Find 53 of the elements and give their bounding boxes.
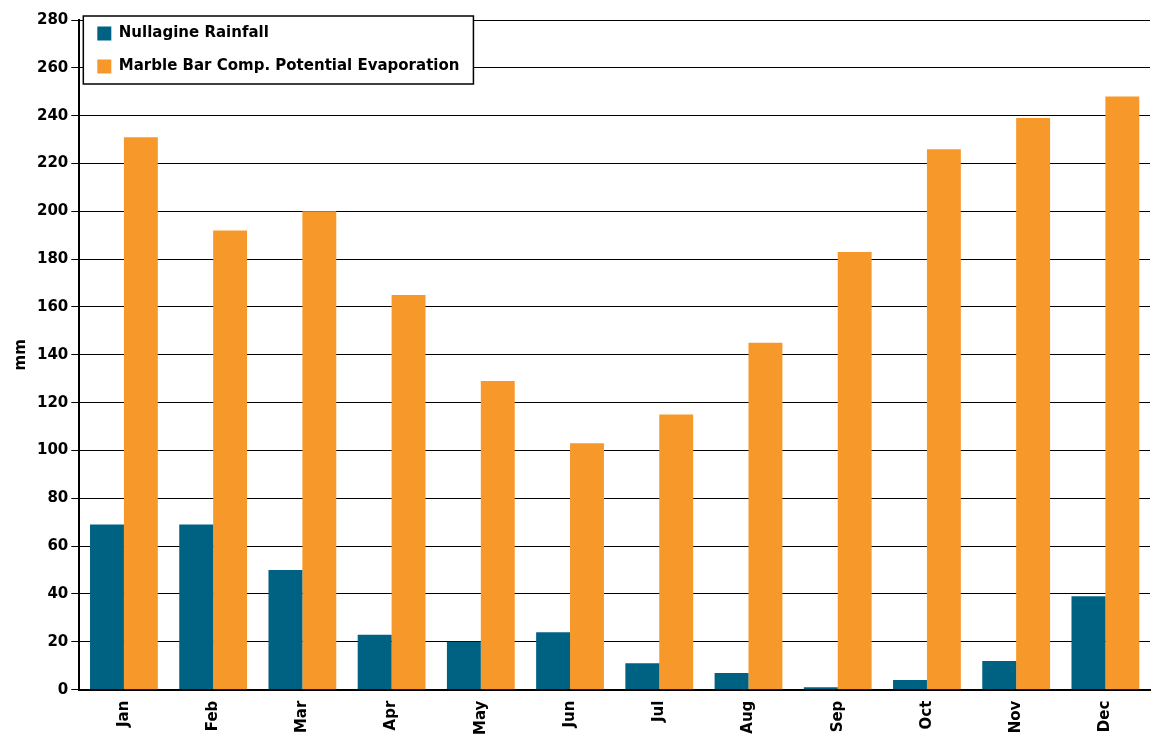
bar: [748, 342, 783, 690]
bar: [90, 524, 124, 690]
y-tick-label: 40: [47, 583, 69, 602]
y-tick-label: 200: [37, 201, 69, 220]
bar: [179, 524, 214, 690]
x-tick-label: Oct: [916, 700, 935, 730]
y-tick-label: 120: [37, 392, 69, 411]
bar: [837, 251, 872, 690]
bar: [570, 443, 604, 690]
y-tick-label: 100: [37, 440, 69, 459]
x-tick-label: Apr: [381, 700, 400, 731]
y-tick-label: 220: [37, 153, 69, 172]
x-tick-label: Jul: [649, 700, 668, 724]
legend-label: Marble Bar Comp. Potential Evaporation: [118, 56, 460, 75]
x-tick-label: Dec: [1095, 700, 1114, 733]
bar: [714, 672, 749, 690]
y-tick-label: 0: [57, 679, 69, 698]
legend-label: Nullagine Rainfall: [118, 23, 269, 42]
x-tick-label: Sep: [827, 700, 846, 733]
y-axis-title: mm: [10, 339, 29, 371]
x-tick-label: Jun: [559, 700, 578, 729]
x-tick-label: Jan: [113, 700, 132, 729]
y-tick-label: 80: [47, 488, 69, 507]
bar: [357, 634, 392, 690]
bar: [982, 660, 1017, 690]
bar: [1105, 96, 1140, 690]
bar: [391, 295, 426, 690]
bar: [536, 632, 571, 690]
bar: [480, 381, 515, 690]
bar: [625, 663, 660, 690]
y-tick-label: 180: [37, 249, 69, 268]
bar: [926, 149, 961, 690]
x-tick-label: Nov: [1006, 700, 1025, 734]
bar: [1016, 118, 1051, 690]
y-tick-label: 20: [47, 631, 69, 650]
bar: [268, 570, 303, 690]
y-tick-label: 160: [37, 296, 69, 315]
bar: [1071, 596, 1106, 690]
bar: [893, 680, 927, 690]
bar: [123, 137, 158, 690]
y-tick-label: 240: [37, 105, 69, 124]
y-tick-label: 60: [47, 536, 69, 555]
bar: [659, 414, 694, 690]
x-tick-label: Aug: [738, 700, 757, 734]
y-tick-label: 280: [37, 9, 69, 28]
bar: [213, 230, 248, 690]
x-tick-label: Feb: [203, 700, 222, 732]
y-tick-label: 260: [37, 57, 69, 76]
x-tick-label: May: [470, 700, 489, 736]
y-tick-label: 140: [37, 344, 69, 363]
bar: [302, 211, 337, 690]
x-tick-label: Mar: [292, 700, 311, 734]
bar: [446, 641, 481, 690]
